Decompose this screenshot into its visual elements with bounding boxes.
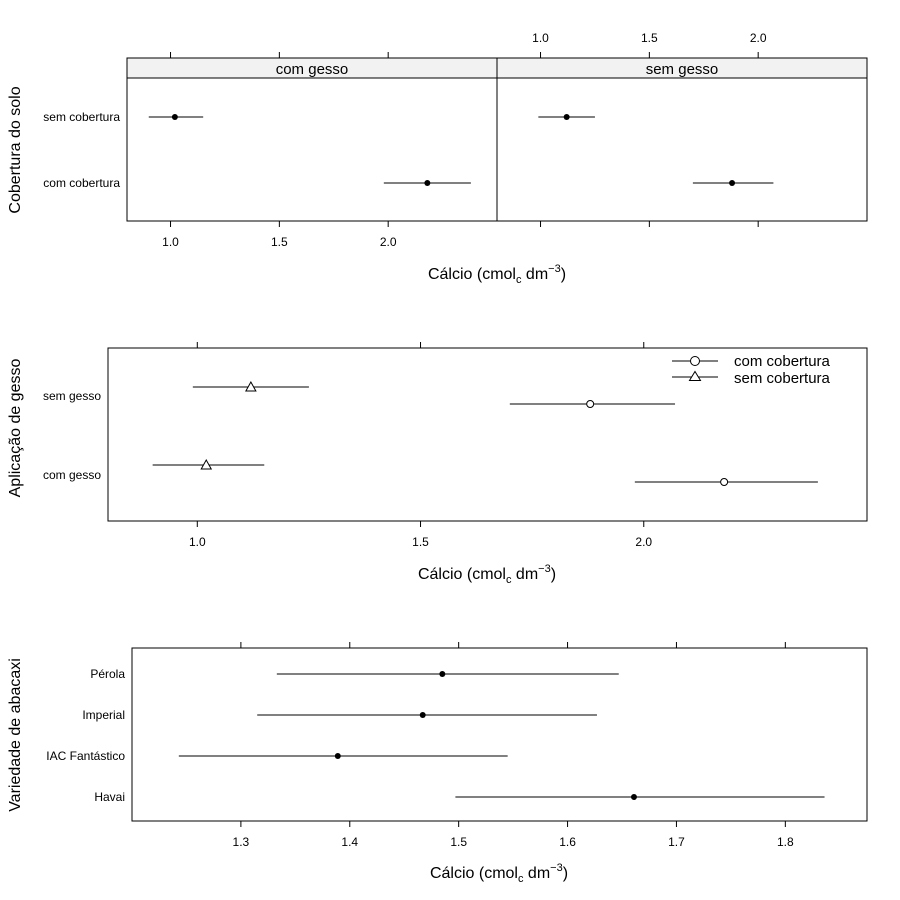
- legend-triangle-marker: [688, 370, 702, 381]
- point-estimate: [563, 114, 570, 120]
- x-tick-label: 1.3: [233, 835, 250, 849]
- x-axis-title: Cálcio (cmolc dm−3): [428, 263, 566, 286]
- chart-cobertura-do-solo: com gesso sem gesso 1.0 1.5 2.0 1.0 1.5 2.0 s…: [7, 31, 868, 286]
- point-estimate-triangle: [200, 458, 213, 470]
- strip-sem-gesso: [496, 57, 868, 79]
- y-category-label: sem gesso: [43, 389, 101, 403]
- y-category-label: Havai: [94, 790, 125, 804]
- x-tick-label: 1.5: [412, 535, 429, 549]
- point-estimate: [729, 180, 736, 186]
- y-category-label: sem cobertura: [43, 110, 120, 124]
- legend-circle-marker: [690, 356, 700, 366]
- legend-label: sem cobertura: [734, 370, 831, 387]
- x-axis-title: Cálcio (cmolc dm−3): [418, 563, 556, 586]
- legend-label: com cobertura: [734, 353, 831, 370]
- x-tick-label: 2.0: [750, 31, 767, 45]
- point-estimate: [424, 180, 431, 186]
- legend: com cobertura sem cobertura: [672, 353, 831, 387]
- x-tick-label: 2.0: [635, 535, 652, 549]
- point-estimate-circle: [720, 478, 729, 486]
- x-axis-title: Cálcio (cmolc dm−3): [430, 862, 568, 885]
- x-tick-label: 1.0: [189, 535, 206, 549]
- strip-label: com gesso: [276, 61, 349, 78]
- x-tick-label: 1.6: [559, 835, 576, 849]
- x-tick-label: 1.0: [532, 31, 549, 45]
- point-estimate-triangle: [245, 380, 257, 392]
- x-tick-label: 1.5: [641, 31, 658, 45]
- x-tick-label: 1.5: [450, 835, 467, 849]
- x-tick-label: 1.8: [777, 835, 794, 849]
- y-category-label: com cobertura: [43, 176, 120, 190]
- y-axis-title: Variedade de abacaxi: [7, 658, 24, 812]
- y-category-label: Pérola: [90, 667, 125, 681]
- x-tick-label: 1.5: [271, 235, 288, 249]
- x-tick-label: 1.4: [341, 835, 358, 849]
- point-estimate: [419, 712, 426, 718]
- x-tick-label: 1.7: [668, 835, 685, 849]
- y-category-label: IAC Fantástico: [46, 749, 125, 763]
- chart-variedade-de-abacaxi: 1.3 1.4 1.5 1.6 1.7 1.8 Pérola Imperial IAC F…: [7, 642, 868, 885]
- x-tick-label: 2.0: [380, 235, 397, 249]
- y-axis-title: Aplicação de gesso: [7, 359, 24, 498]
- y-category-label: Imperial: [82, 708, 125, 722]
- x-tick-label: 1.0: [162, 235, 179, 249]
- point-estimate: [334, 753, 341, 759]
- point-estimate: [630, 794, 637, 800]
- point-estimate-circle: [586, 400, 595, 408]
- strip-label: sem gesso: [646, 61, 719, 78]
- plot-frame: [107, 347, 868, 522]
- y-category-label: com gesso: [43, 468, 101, 482]
- point-estimate: [171, 114, 178, 120]
- chart-aplicacao-de-gesso: 1.0 1.5 2.0 sem gesso com gesso Aplicação …: [7, 342, 868, 586]
- plot-frame: [131, 647, 868, 822]
- point-estimate: [439, 671, 446, 677]
- y-axis-title: Cobertura do solo: [7, 86, 24, 213]
